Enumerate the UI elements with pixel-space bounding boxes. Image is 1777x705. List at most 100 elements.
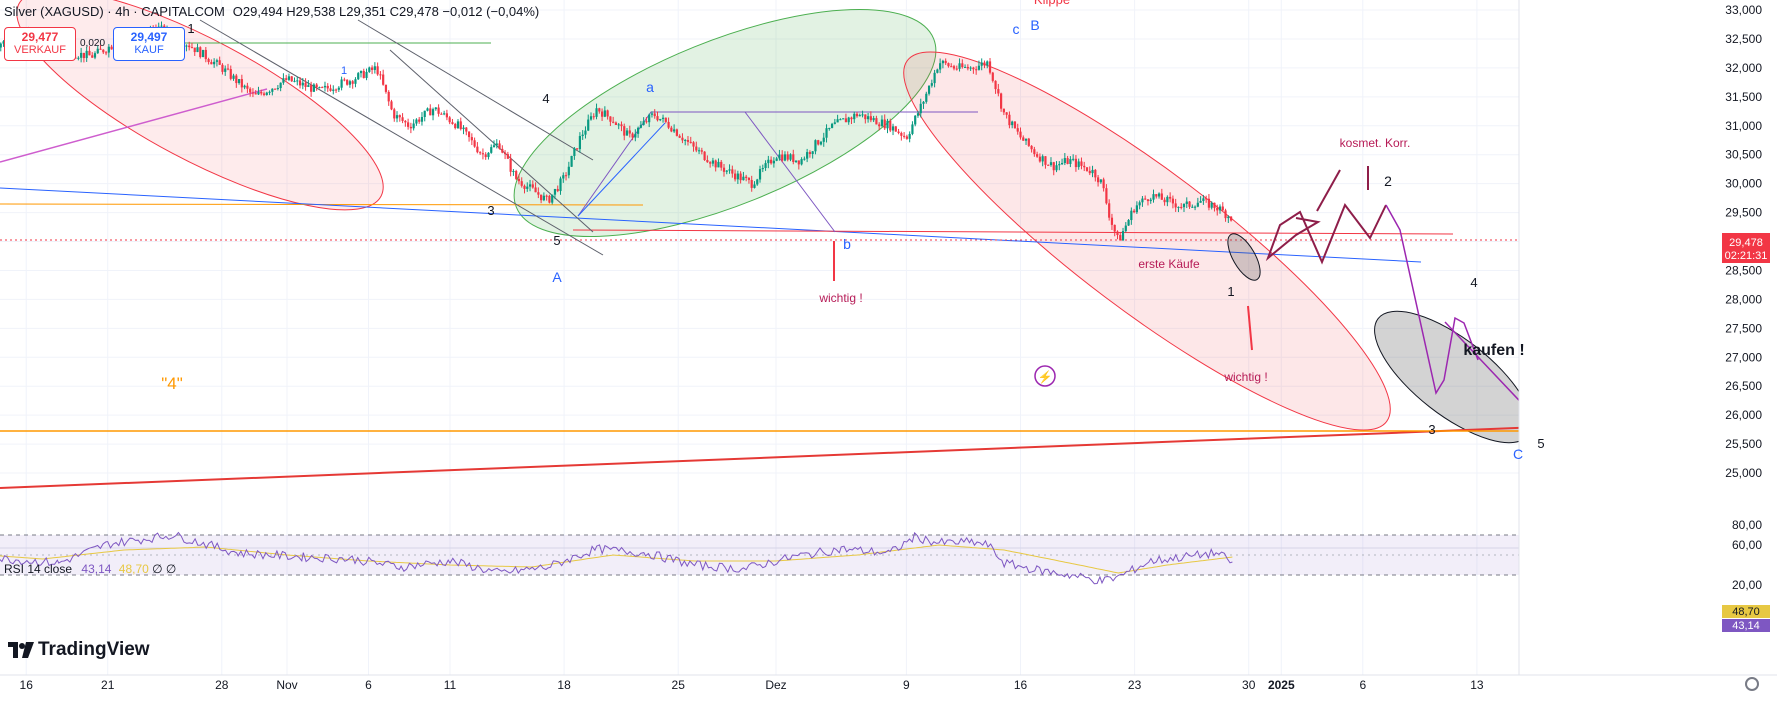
candle-body bbox=[1127, 220, 1130, 226]
wave-label-black-5: 5 bbox=[553, 233, 560, 248]
time-tick-label: 18 bbox=[557, 678, 571, 692]
candle-body bbox=[279, 82, 282, 89]
price-tick-label: 26,000 bbox=[1725, 408, 1762, 422]
candle-body bbox=[819, 141, 823, 145]
candle-body bbox=[570, 155, 573, 167]
candle-body bbox=[293, 80, 296, 82]
candle-body bbox=[1130, 210, 1133, 221]
candle-body bbox=[260, 91, 263, 94]
candle-body bbox=[958, 63, 961, 69]
rsi-last: 43,14 bbox=[1732, 620, 1760, 632]
candle-body bbox=[598, 108, 601, 112]
settings-gear-icon[interactable] bbox=[1745, 677, 1759, 691]
candle-body bbox=[1199, 200, 1202, 203]
candle-body bbox=[919, 103, 922, 114]
time-tick-label: 2025 bbox=[1268, 678, 1295, 692]
candle-body bbox=[576, 148, 579, 150]
candle-body bbox=[1224, 210, 1227, 219]
candle-body bbox=[803, 158, 806, 160]
symbol-title[interactable]: Silver (XAGUSD) · 4h · CAPITALCOM bbox=[4, 3, 225, 19]
candle-body bbox=[1002, 108, 1005, 113]
rsi-pane bbox=[0, 531, 1777, 585]
candle-body bbox=[1205, 198, 1208, 200]
candle-body bbox=[1099, 179, 1102, 183]
rsi-legend[interactable]: RSI 14 close 43,14 48,70 ∅ ∅ bbox=[4, 562, 176, 576]
candle-body bbox=[770, 159, 773, 164]
candle-body bbox=[581, 134, 584, 137]
price-tick-label: 28,500 bbox=[1725, 263, 1762, 277]
buy-label: KAUF bbox=[134, 44, 164, 56]
channel-line-3 bbox=[357, 19, 594, 161]
candle-body bbox=[307, 85, 310, 88]
candle-body bbox=[775, 158, 778, 161]
time-tick-label: Dez bbox=[765, 678, 786, 692]
wave-label-c: c bbox=[1013, 21, 1020, 37]
candle-body bbox=[534, 187, 537, 193]
candle-body bbox=[875, 118, 878, 125]
candle-body bbox=[188, 45, 191, 48]
candle-body bbox=[362, 70, 365, 78]
candle-body bbox=[878, 124, 881, 127]
candle-body bbox=[703, 151, 706, 161]
candle-body bbox=[473, 140, 476, 147]
candle-body bbox=[991, 72, 994, 81]
candle-body bbox=[1202, 198, 1205, 201]
candle-body bbox=[556, 188, 559, 192]
candle-body bbox=[844, 118, 848, 123]
candle-body bbox=[725, 170, 728, 172]
candle-body bbox=[714, 160, 717, 168]
candle-body bbox=[709, 162, 712, 164]
candle-body bbox=[1072, 158, 1075, 160]
time-tick-label: 9 bbox=[903, 678, 910, 692]
candle-body bbox=[470, 137, 473, 141]
candle-body bbox=[936, 69, 939, 73]
time-tick-label: Nov bbox=[276, 678, 297, 692]
candle-body bbox=[922, 101, 925, 104]
candle-body bbox=[498, 143, 501, 149]
note-buy: kaufen ! bbox=[1463, 342, 1524, 359]
candle-body bbox=[1080, 161, 1083, 166]
candle-body bbox=[318, 87, 321, 89]
candle-body bbox=[509, 158, 512, 172]
note-first-buys: erste Käufe bbox=[1138, 257, 1200, 271]
buy-price: 29,497 bbox=[130, 30, 168, 44]
time-tick-label: 16 bbox=[20, 678, 34, 692]
annotation-labels: 1 Aa b c B C 1 4 3 5 1 2 3 4 5 "4" wichtig ! wichtig ! ers… bbox=[161, 0, 1544, 462]
candle-body bbox=[872, 118, 875, 121]
candle-body bbox=[830, 123, 834, 128]
candle-body bbox=[80, 52, 83, 58]
candle-body bbox=[251, 92, 255, 94]
candle-body bbox=[265, 92, 268, 95]
candle-body bbox=[254, 93, 257, 95]
candle-body bbox=[409, 126, 412, 129]
candle-body bbox=[955, 68, 958, 70]
tradingview-logo[interactable]: TradingView bbox=[8, 639, 150, 661]
candle-body bbox=[1174, 203, 1177, 208]
candle-body bbox=[1166, 196, 1169, 203]
candle-body bbox=[648, 114, 651, 123]
price-tick-label: 28,000 bbox=[1725, 292, 1762, 306]
price-tick-label: 32,000 bbox=[1725, 61, 1762, 75]
candle-body bbox=[1008, 114, 1011, 126]
ellipse-first-buys bbox=[1227, 233, 1261, 281]
wave-label-right-5: 5 bbox=[1537, 436, 1544, 451]
sell-button[interactable]: 29,477 VERKAUF bbox=[4, 27, 76, 61]
wave-label-black-3: 3 bbox=[487, 203, 494, 218]
candle-body bbox=[731, 169, 734, 174]
candle-body bbox=[564, 175, 568, 177]
rsi-label: RSI 14 close bbox=[4, 562, 73, 576]
candle-body bbox=[617, 124, 620, 126]
candle-body bbox=[1216, 207, 1219, 211]
channel-line-1 bbox=[199, 19, 604, 256]
buy-button[interactable]: 29,497 KAUF bbox=[113, 27, 185, 61]
wave-label-A: A bbox=[552, 269, 562, 285]
candle-body bbox=[401, 117, 404, 121]
candle-body bbox=[82, 52, 86, 59]
candle-body bbox=[750, 179, 753, 188]
candle-body bbox=[257, 91, 260, 95]
time-tick-label: 30 bbox=[1242, 678, 1256, 692]
candle-body bbox=[778, 154, 781, 159]
candle-body bbox=[1030, 145, 1033, 150]
